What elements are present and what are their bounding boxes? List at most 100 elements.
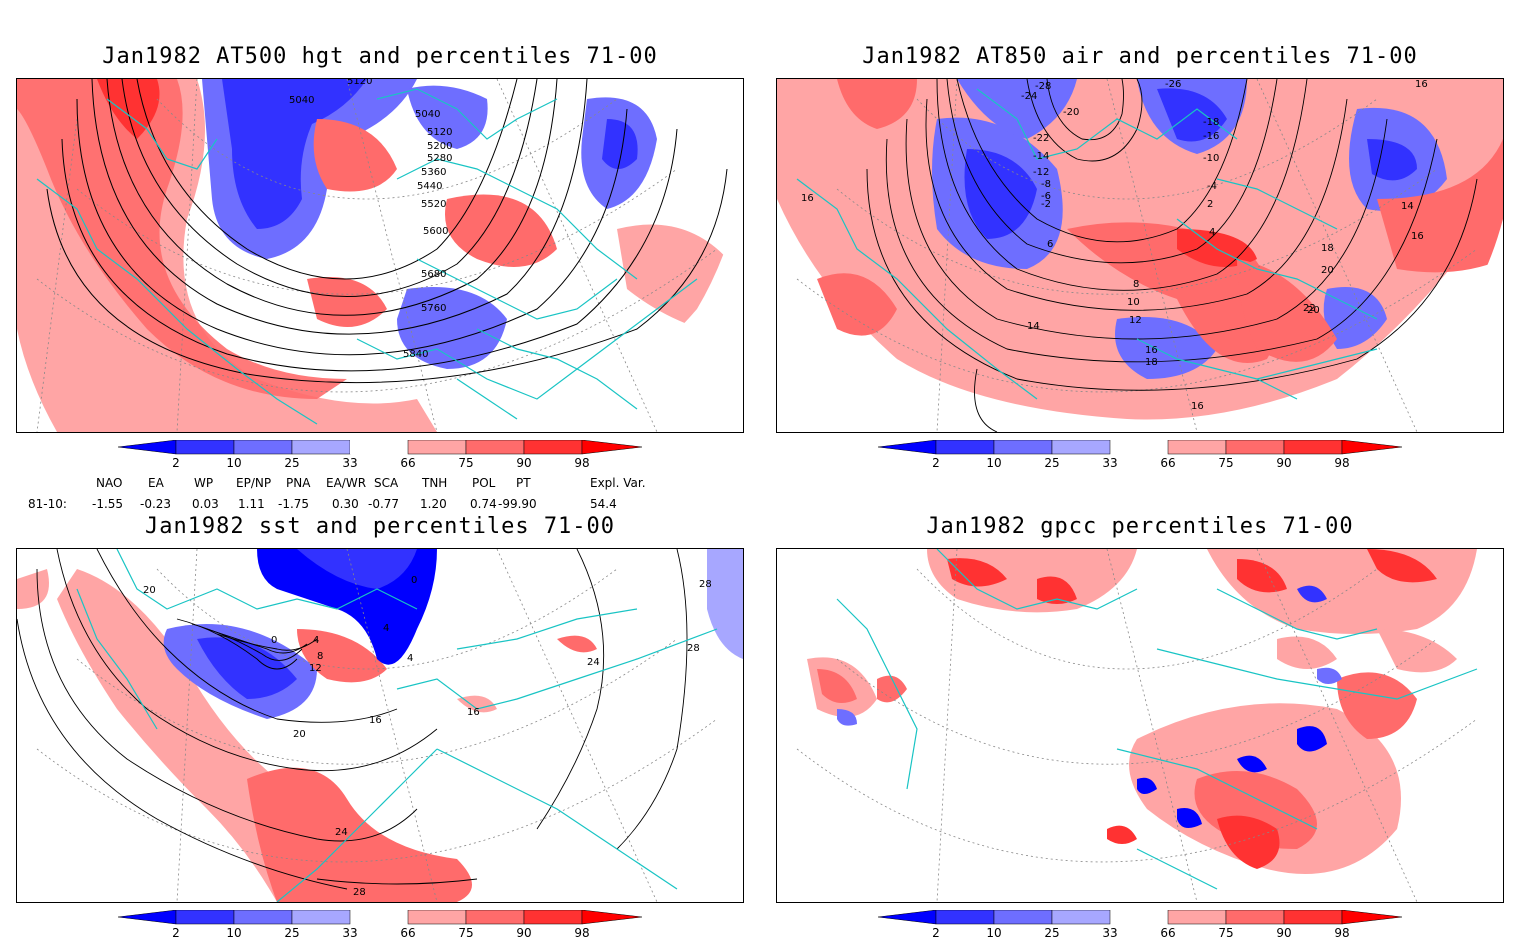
contour-label: 28 (687, 643, 700, 654)
contour-label: 16 (1191, 401, 1204, 412)
contour-label: -18 (1203, 117, 1219, 128)
contour-label: -28 (1035, 81, 1051, 92)
colorbar-tick: 90 (516, 926, 532, 940)
panel-title-sst: Jan1982 sst and percentiles 71-00 (144, 514, 616, 539)
index-value: 0.03 (192, 497, 219, 511)
colorbar-tick: 25 (1044, 926, 1060, 940)
colorbar-tick: 66 (1160, 926, 1176, 940)
colorbar-tick: 90 (1276, 926, 1292, 940)
contour-label: -20 (1063, 107, 1079, 118)
contour-label: 20 (293, 729, 306, 740)
colorbar-tick: 10 (226, 456, 242, 470)
contour-label: 16 (1415, 79, 1428, 90)
contour-label: 16 (1145, 345, 1158, 356)
contour-label: 4 (383, 623, 389, 634)
contour-label: -10 (1203, 153, 1219, 164)
contour-label: 5360 (421, 167, 446, 178)
contour-label: 14 (1401, 201, 1414, 212)
colorbar-tick: 98 (1334, 926, 1350, 940)
colorbar-tick: 25 (1044, 456, 1060, 470)
contour-label: 6 (1047, 239, 1053, 250)
contour-label: 5680 (421, 269, 446, 280)
contour-label: 16 (1411, 231, 1424, 242)
index-value: -0.77 (368, 497, 400, 511)
contour-label: 12 (1129, 315, 1142, 326)
contour-label: -12 (1033, 167, 1049, 178)
colorbar-tick: 75 (458, 926, 474, 940)
index-row-label: 81-10: (28, 497, 67, 511)
contour-label: 8 (1133, 279, 1139, 290)
contour-label: 4 (1209, 227, 1215, 238)
map-panel-air: -28 -26 -24 -20 -22 -18 -16 -14 -12 -10 … (776, 78, 1504, 433)
colorbar-sst: 2 10 25 33 66 75 90 98 (118, 910, 644, 950)
contour-label: 28 (699, 579, 712, 590)
panel-title-gpcc: Jan1982 gpcc percentiles 71-00 (926, 514, 1354, 539)
contour-label: 4 (313, 635, 319, 646)
contour-label: 5760 (421, 303, 446, 314)
contour-label: 20 (1321, 265, 1334, 276)
contour-label: -6 (1041, 191, 1051, 202)
colorbar-tick: 33 (1102, 926, 1118, 940)
contour-label: -26 (1165, 79, 1181, 90)
colorbar-tick: 75 (1218, 926, 1234, 940)
contour-label: 28 (353, 887, 366, 898)
contour-label: -16 (1203, 131, 1219, 142)
colorbar-tick: 2 (172, 926, 180, 940)
contour-label: 16 (369, 715, 382, 726)
index-header: POL (472, 476, 496, 490)
contour-label: 5040 (289, 95, 314, 106)
contour-label: 10 (1127, 297, 1140, 308)
map-panel-gpcc (776, 548, 1504, 903)
contour-label: -8 (1041, 179, 1051, 190)
contour-label: 22 (1303, 303, 1316, 314)
colorbar-air: 2 10 25 33 66 75 90 98 (878, 440, 1404, 480)
colorbar-tick: 2 (932, 926, 940, 940)
colorbar-hgt: 2 10 25 33 66 75 90 98 (118, 440, 644, 480)
contour-label: 24 (587, 657, 600, 668)
panel-title-air: Jan1982 AT850 air and percentiles 71-00 (862, 44, 1418, 69)
contour-label: 20 (143, 585, 156, 596)
index-header: WP (194, 476, 214, 490)
contour-label: 18 (1321, 243, 1334, 254)
contour-label: 8 (317, 651, 323, 662)
colorbar-tick: 10 (986, 926, 1002, 940)
index-header: PNA (286, 476, 311, 490)
map-panel-sst: 20 0 4 8 12 16 20 24 28 24 28 16 4 4 0 2… (16, 548, 744, 903)
colorbar-tick: 10 (226, 926, 242, 940)
contour-label: 5040 (415, 109, 440, 120)
colorbar-tick: 25 (284, 926, 300, 940)
index-header: EA (148, 476, 164, 490)
index-value: -1.55 (92, 497, 124, 511)
panel-title-hgt: Jan1982 AT500 hgt and percentiles 71-00 (102, 44, 658, 69)
contour-label: -24 (1021, 91, 1037, 102)
contour-label: 5600 (423, 226, 448, 237)
contour-label: 0 (411, 575, 417, 586)
contour-label: 5200 (427, 141, 452, 152)
colorbar-tick: 25 (284, 456, 300, 470)
index-header: NAO (96, 476, 123, 490)
index-value: -99.90 (498, 497, 537, 511)
colorbar-tick: 98 (1334, 456, 1350, 470)
colorbar-tick: 33 (342, 456, 358, 470)
index-value: 1.11 (238, 497, 265, 511)
contour-label: 20 (1307, 305, 1320, 316)
colorbar-tick: 66 (400, 926, 416, 940)
index-header: Expl. Var. (590, 476, 646, 490)
colorbar-tick: 33 (1102, 456, 1118, 470)
index-value: 1.20 (420, 497, 447, 511)
index-value: -0.23 (140, 497, 172, 511)
colorbar-tick: 2 (932, 456, 940, 470)
contour-label: 5440 (417, 181, 442, 192)
index-value: 0.74 (470, 497, 497, 511)
colorbar-tick: 33 (342, 926, 358, 940)
index-header: PT (516, 476, 531, 490)
contour-label: -2 (1041, 199, 1051, 210)
contour-label: 4 (407, 653, 413, 664)
contour-label: 18 (1145, 357, 1158, 368)
colorbar-tick: 10 (986, 456, 1002, 470)
contour-label: -4 (1207, 181, 1217, 192)
index-value: 54.4 (590, 497, 617, 511)
index-value: 0.30 (332, 497, 359, 511)
colorbar-tick: 98 (574, 926, 590, 940)
index-header: SCA (374, 476, 399, 490)
